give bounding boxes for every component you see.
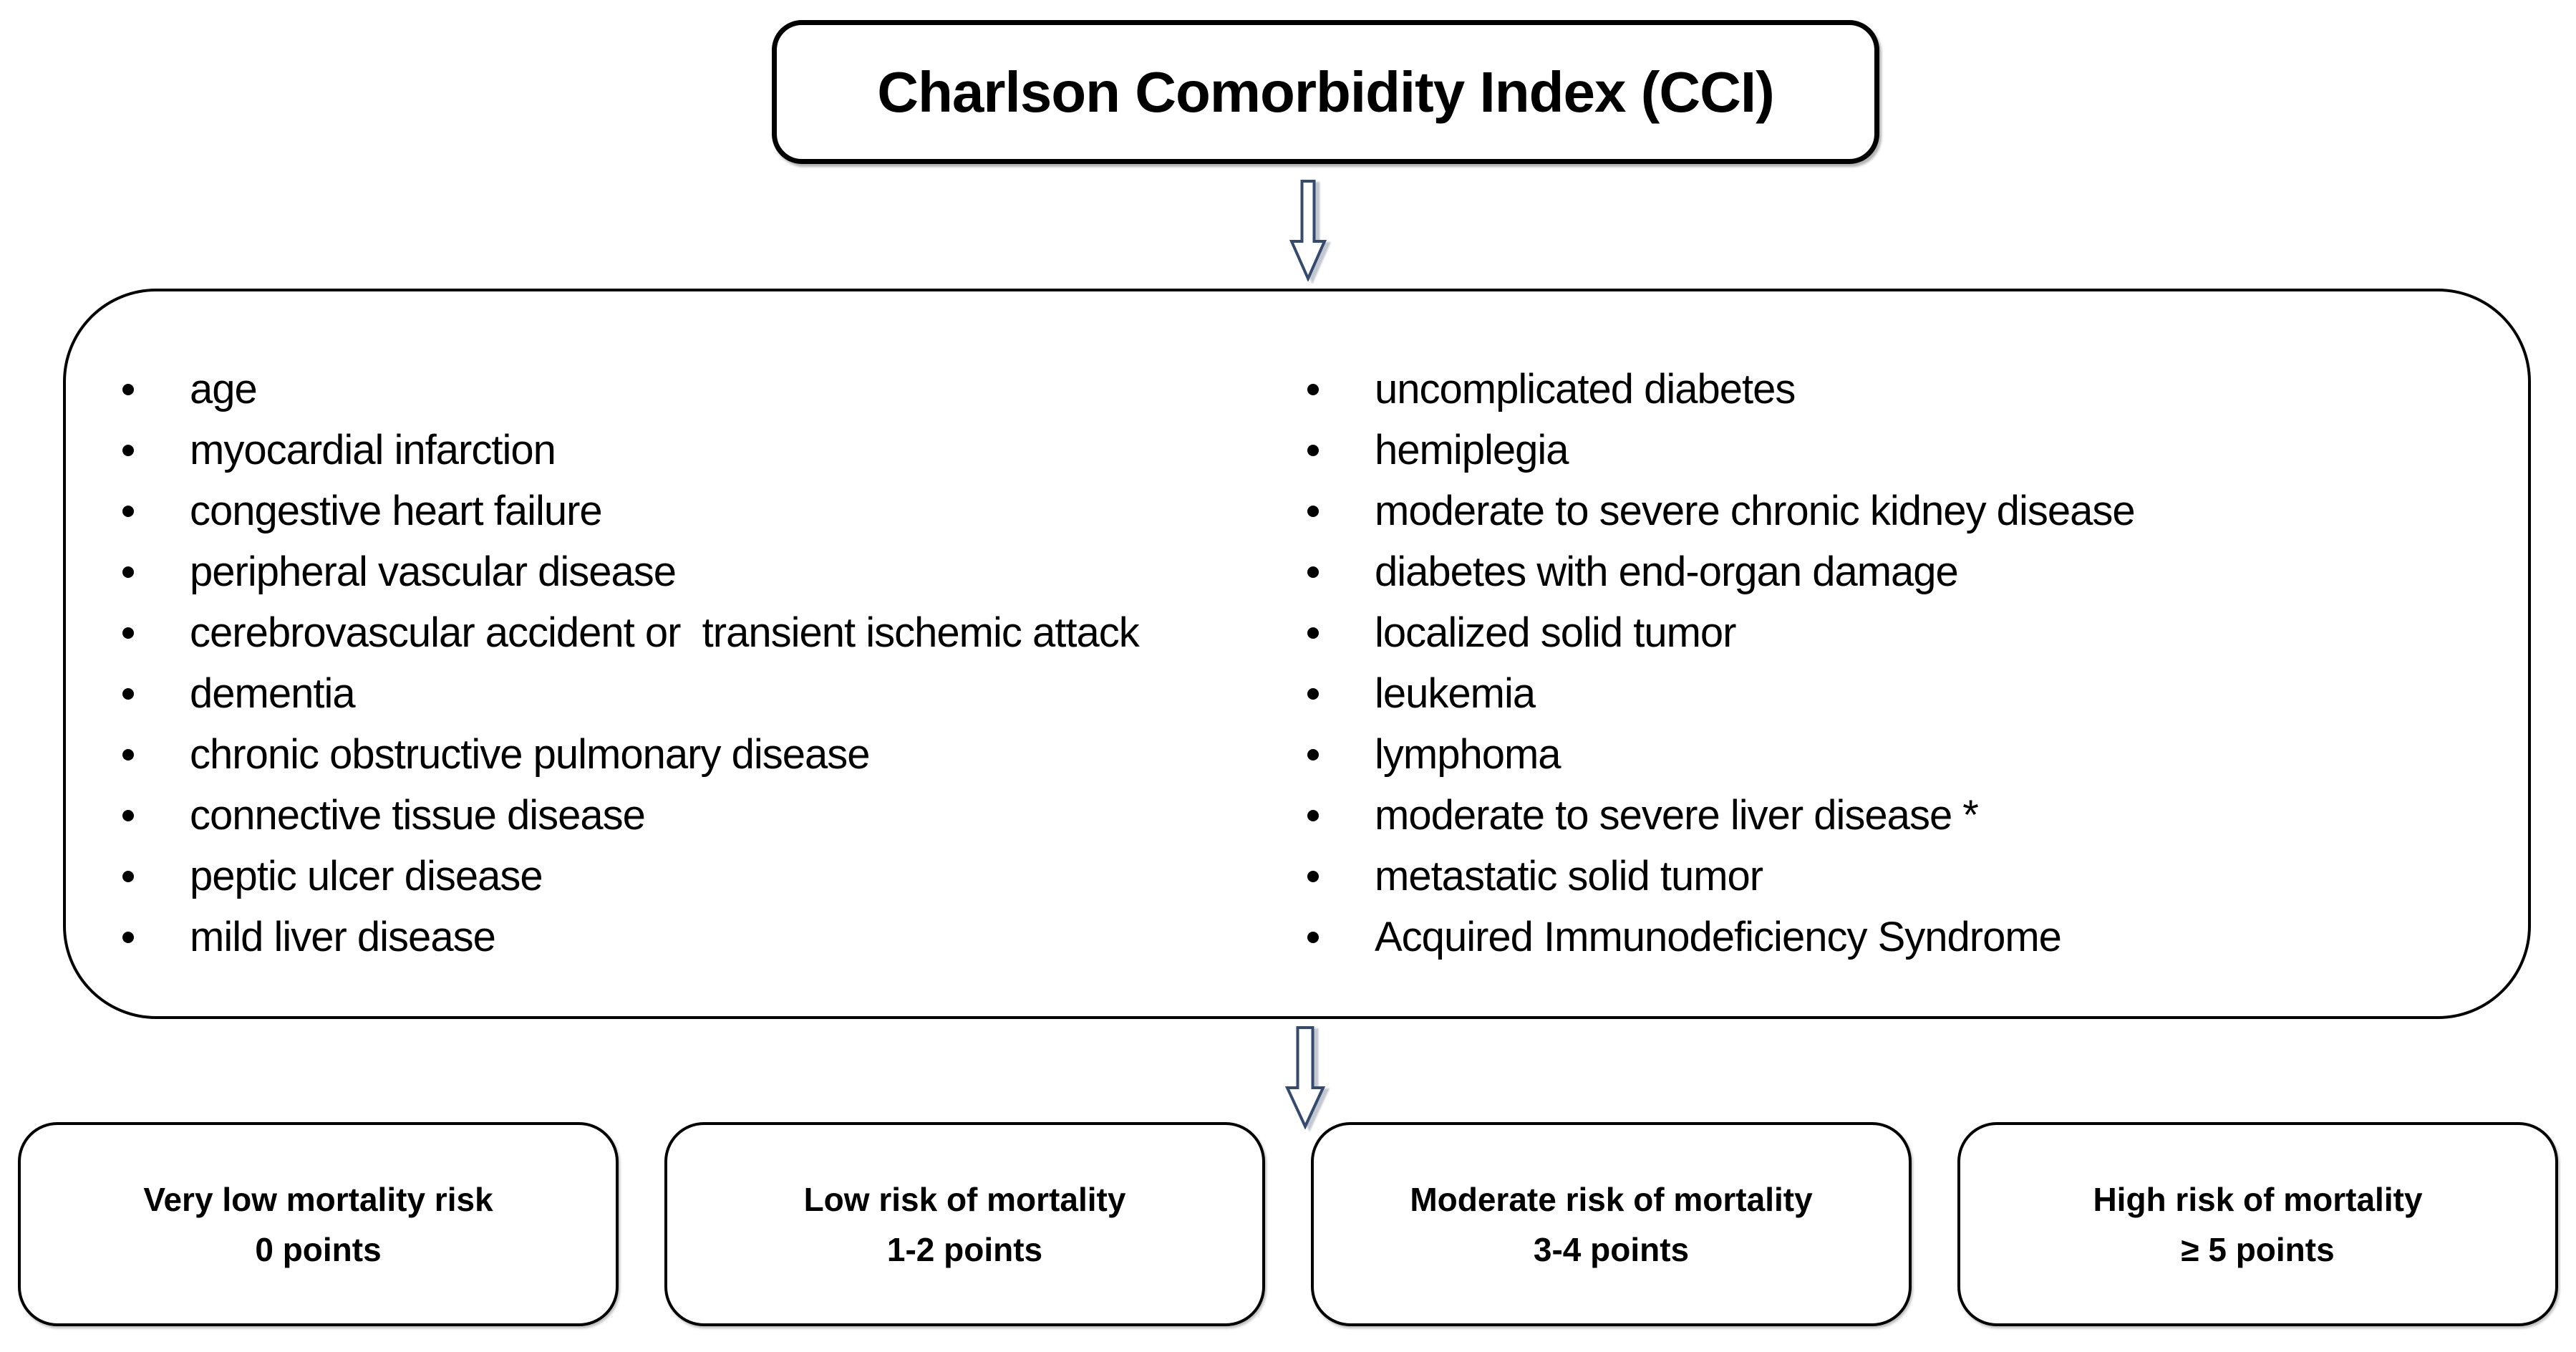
comorbidity-item: myocardial infarction bbox=[122, 420, 1307, 481]
title-box: Charlson Comorbidity Index (CCI) bbox=[772, 20, 1879, 164]
comorbidity-item: chronic obstructive pulmonary disease bbox=[122, 724, 1307, 785]
comorbidity-label: diabetes with end-organ damage bbox=[1375, 549, 1959, 595]
comorbidity-item: moderate to severe liver disease * bbox=[1307, 785, 2135, 846]
comorbidity-list-right: uncomplicated diabetes hemiplegia moderate… bbox=[1307, 359, 2136, 967]
comorbidity-item: dementia bbox=[122, 663, 1307, 724]
comorbidity-item: metastatic solid tumor bbox=[1307, 846, 2135, 907]
risk-points: 0 points bbox=[255, 1230, 382, 1268]
comorbidity-label: hemiplegia bbox=[1375, 427, 1569, 473]
comorbidity-item: uncomplicated diabetes bbox=[1307, 359, 2135, 420]
comorbidity-item: congestive heart failure bbox=[122, 481, 1307, 541]
comorbidity-item: lymphoma bbox=[1307, 724, 2135, 785]
risk-box-moderate: Moderate risk of mortality 3-4 points bbox=[1311, 1122, 1912, 1326]
comorbidity-label: peripheral vascular disease bbox=[190, 549, 677, 595]
down-arrow-icon bbox=[1284, 1026, 1326, 1129]
risk-category-row: Very low mortality risk 0 points Low ris… bbox=[18, 1122, 2558, 1326]
risk-box-low: Low risk of mortality 1-2 points bbox=[664, 1122, 1265, 1326]
risk-points: ≥ 5 points bbox=[2181, 1230, 2335, 1268]
comorbidity-label: moderate to severe liver disease * bbox=[1375, 792, 1979, 839]
comorbidity-label: dementia bbox=[190, 670, 356, 717]
comorbidity-label: moderate to severe chronic kidney diseas… bbox=[1375, 488, 2136, 534]
risk-box-high: High risk of mortality ≥ 5 points bbox=[1957, 1122, 2558, 1326]
risk-label: Moderate risk of mortality bbox=[1410, 1180, 1813, 1218]
comorbidity-item: mild liver disease bbox=[122, 907, 1307, 967]
comorbidity-item: diabetes with end-organ damage bbox=[1307, 541, 2135, 602]
comorbidity-item: age bbox=[122, 359, 1307, 420]
comorbidity-label: uncomplicated diabetes bbox=[1375, 366, 1796, 412]
comorbidity-label: metastatic solid tumor bbox=[1375, 853, 1763, 899]
risk-label: Very low mortality risk bbox=[143, 1180, 493, 1218]
comorbidity-item: moderate to severe chronic kidney diseas… bbox=[1307, 481, 2136, 541]
comorbidity-item: cerebrovascular accident or transient is… bbox=[122, 602, 1307, 663]
comorbidity-item: Acquired Immunodeficiency Syndrome bbox=[1307, 907, 2135, 967]
page-title: Charlson Comorbidity Index (CCI) bbox=[877, 59, 1774, 124]
comorbidities-box: age myocardial infarction congestive heart… bbox=[63, 289, 2531, 1019]
comorbidity-label: lymphoma bbox=[1375, 731, 1561, 778]
down-arrow-icon bbox=[1289, 180, 1327, 281]
comorbidity-label: Acquired Immunodeficiency Syndrome bbox=[1375, 914, 2062, 960]
risk-points: 3-4 points bbox=[1533, 1230, 1690, 1268]
comorbidity-label: localized solid tumor bbox=[1375, 609, 1736, 656]
comorbidity-label: connective tissue disease bbox=[190, 792, 646, 839]
comorbidity-item: localized solid tumor bbox=[1307, 602, 2135, 663]
comorbidity-label: cerebrovascular accident or transient is… bbox=[190, 609, 1140, 656]
down-arrow-shape bbox=[1289, 180, 1327, 281]
comorbidity-item: connective tissue disease bbox=[122, 785, 1307, 846]
comorbidity-list-left: age myocardial infarction congestive heart… bbox=[122, 359, 1307, 967]
comorbidity-item: peptic ulcer disease bbox=[122, 846, 1307, 907]
comorbidity-label: peptic ulcer disease bbox=[190, 853, 543, 899]
risk-box-very-low: Very low mortality risk 0 points bbox=[18, 1122, 619, 1326]
comorbidity-item: hemiplegia bbox=[1307, 420, 2135, 481]
comorbidity-label: chronic obstructive pulmonary disease bbox=[190, 731, 870, 778]
comorbidity-label: mild liver disease bbox=[190, 914, 496, 960]
comorbidity-label: leukemia bbox=[1375, 670, 1536, 717]
risk-points: 1-2 points bbox=[886, 1230, 1043, 1268]
comorbidity-item: leukemia bbox=[1307, 663, 2135, 724]
risk-label: Low risk of mortality bbox=[803, 1180, 1126, 1218]
comorbidity-label: myocardial infarction bbox=[190, 427, 556, 473]
comorbidities-columns: age myocardial infarction congestive heart… bbox=[66, 291, 2528, 967]
comorbidity-label: age bbox=[190, 366, 258, 412]
comorbidity-item: peripheral vascular disease bbox=[122, 541, 1307, 602]
comorbidity-label: congestive heart failure bbox=[190, 488, 603, 534]
down-arrow-shape bbox=[1284, 1026, 1326, 1129]
risk-label: High risk of mortality bbox=[2093, 1180, 2423, 1218]
